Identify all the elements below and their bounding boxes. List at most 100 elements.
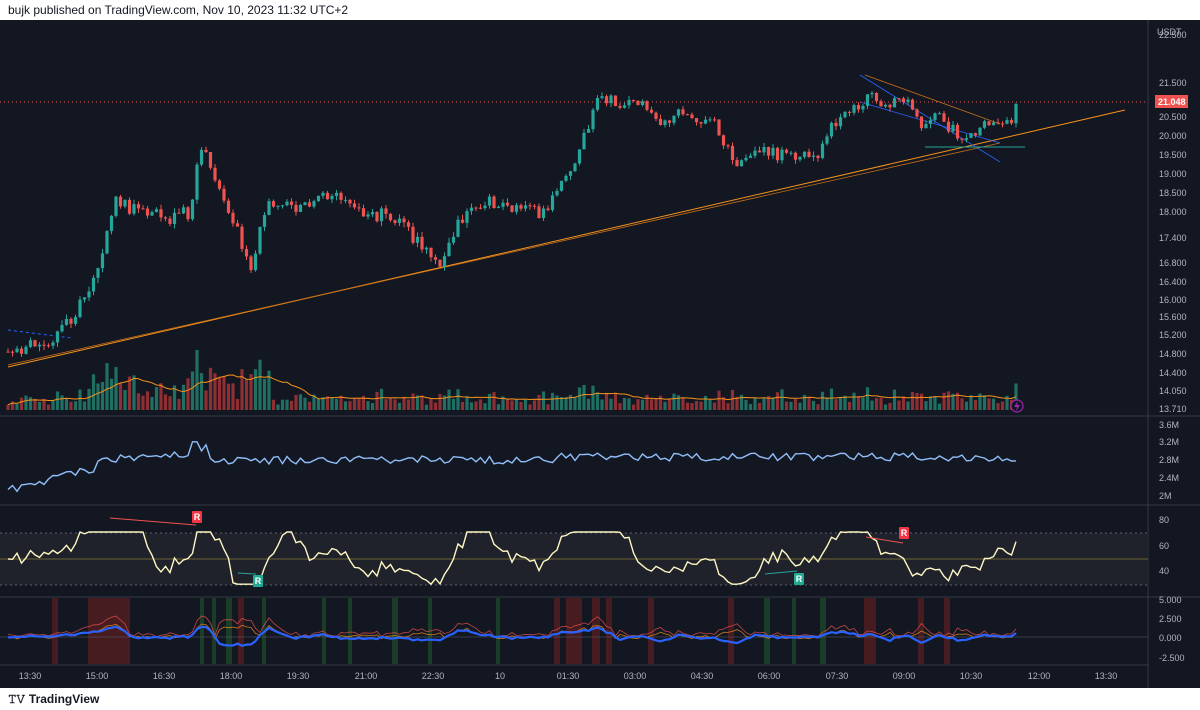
candle-body — [564, 175, 568, 181]
volume-bar — [528, 404, 532, 410]
early-trend-line[interactable] — [7, 329, 73, 339]
volume-bar — [546, 404, 550, 410]
candle-body — [19, 348, 24, 354]
volume-bar — [249, 374, 253, 410]
volume-bar — [685, 402, 690, 410]
candle-body — [357, 207, 361, 209]
volume-bar — [874, 397, 879, 410]
candle-body — [478, 207, 483, 209]
candle-body — [793, 152, 798, 160]
candle-body — [541, 208, 546, 218]
time-axis-labels[interactable]: 13:30 15:00 16:30 18:00 19:30 21:00 22:30 10 01:… — [19, 671, 1118, 681]
candle-body — [96, 268, 100, 278]
candle-body — [789, 152, 793, 154]
volume-bar — [429, 398, 433, 410]
candle-body — [154, 209, 159, 213]
volume-bar — [393, 399, 397, 410]
candle-body — [213, 167, 217, 181]
candle-body — [208, 152, 213, 168]
volume-bar — [672, 393, 676, 410]
volume-bar — [1005, 395, 1009, 410]
divergence-marker-4[interactable]: R — [899, 527, 909, 539]
candle-body — [487, 196, 492, 206]
volume-bar — [469, 402, 474, 410]
candle-body — [937, 113, 942, 115]
candle-body — [996, 122, 1000, 124]
volume-bar — [843, 395, 847, 410]
divergence-marker-2[interactable]: R — [253, 575, 263, 587]
time-label: 12:00 — [1028, 671, 1051, 681]
trend-line-mid[interactable] — [7, 142, 1001, 366]
volume-bar — [888, 402, 892, 410]
volume-bar — [424, 404, 429, 410]
volume-bar — [577, 387, 582, 410]
volume-bars — [6, 350, 1018, 410]
volume-bar — [676, 395, 681, 410]
candle-body — [892, 98, 897, 108]
volume-bar — [460, 401, 465, 410]
volume-bar — [231, 383, 235, 410]
volume-bar — [604, 392, 609, 410]
price-label: 14.050 — [1159, 386, 1187, 396]
volume-bar — [771, 397, 775, 410]
volume-bar — [519, 401, 523, 410]
candle-body — [289, 201, 294, 205]
volume-bar — [609, 398, 613, 410]
candle-body — [294, 204, 298, 212]
candle-body — [1009, 120, 1014, 124]
volume-bar — [987, 398, 991, 410]
wedge-line[interactable] — [864, 74, 1001, 125]
time-label: 04:30 — [691, 671, 714, 681]
volume-bar — [834, 399, 838, 410]
volume-bar — [312, 394, 316, 410]
candle-body — [402, 218, 406, 223]
volume-bar — [699, 401, 703, 410]
candle-body — [546, 208, 550, 211]
chart-canvas[interactable]: R R R R USDT 22.500 21.500 20.500 20.000 19.… — [0, 20, 1200, 688]
volume-bar — [627, 398, 631, 410]
osc-shade-band — [200, 598, 204, 664]
candle-body — [78, 299, 82, 317]
price-axis-labels[interactable]: 22.500 21.500 20.500 20.000 19.500 19.000 18.5… — [1159, 30, 1187, 414]
candle-body — [438, 259, 442, 267]
lightning-icon[interactable] — [1010, 399, 1024, 413]
candle-body — [100, 253, 105, 269]
trend-line-long[interactable] — [7, 109, 1126, 368]
tradingview-logo-icon[interactable]: 𝚃𝚅 TradingView — [8, 692, 100, 706]
volume-bar — [105, 363, 109, 410]
candle-body — [33, 340, 37, 347]
volume-bar — [780, 389, 784, 410]
volume-bar — [658, 395, 663, 410]
candle-body — [514, 205, 519, 212]
candle-body — [325, 192, 330, 200]
price-label: 20.000 — [1159, 131, 1187, 141]
publish-header: bujk published on TradingView.com, Nov 1… — [0, 0, 1200, 20]
time-label: 10 — [495, 671, 505, 681]
divergence-marker-1[interactable]: R — [192, 511, 202, 523]
price-label: 14.400 — [1159, 368, 1187, 378]
divergence-marker-3[interactable]: R — [794, 573, 804, 585]
volume-bar — [154, 387, 159, 410]
time-label: 22:30 — [422, 671, 445, 681]
candlestick-series — [6, 90, 1018, 357]
candle-body — [609, 95, 613, 104]
candle-body — [312, 201, 316, 207]
osc-shade-band — [348, 598, 352, 664]
osc-shade-band — [606, 598, 612, 664]
candle-body — [253, 253, 258, 271]
candle-body — [856, 105, 861, 110]
volume-bar — [168, 396, 172, 410]
volume-bar — [969, 395, 973, 410]
volume-bar — [555, 395, 559, 410]
osc-shade-band — [728, 598, 734, 664]
candle-body — [465, 211, 469, 223]
volume-bar — [726, 403, 730, 410]
volume-bar — [334, 398, 339, 410]
volume-bar — [285, 399, 289, 410]
candle-body — [1005, 120, 1009, 124]
candle-body — [64, 318, 69, 325]
candle-body — [141, 208, 145, 210]
time-label: 07:30 — [826, 671, 849, 681]
volume-label: 2M — [1159, 491, 1172, 501]
volume-bar — [640, 399, 645, 410]
